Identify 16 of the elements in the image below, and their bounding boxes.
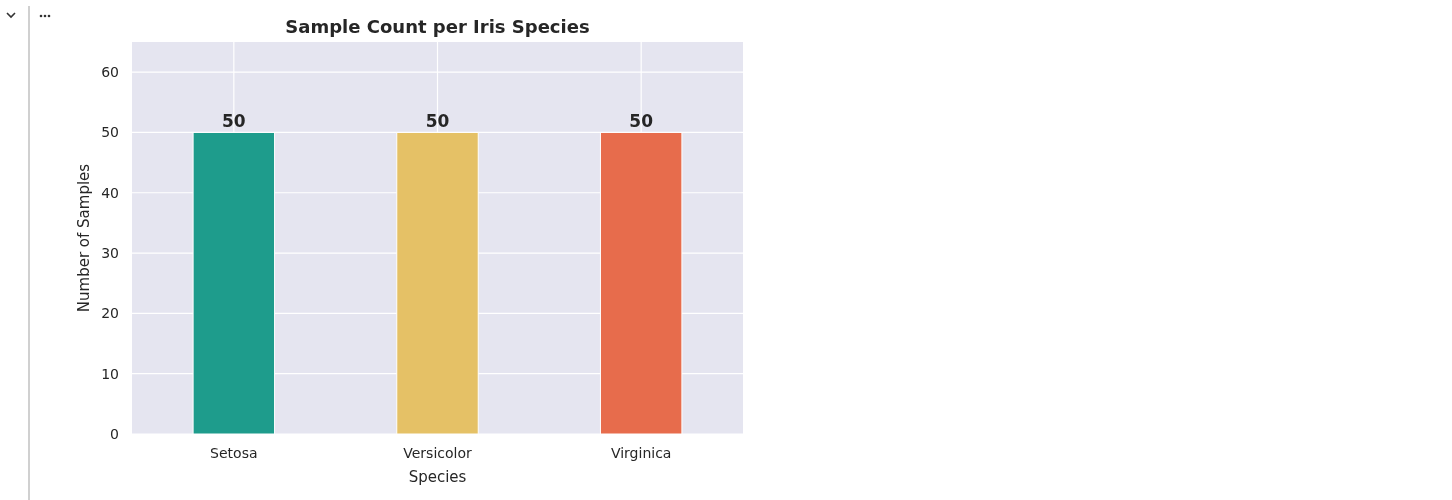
x-axis-title: Species xyxy=(408,468,467,486)
y-axis-title: Number of Samples xyxy=(75,163,93,313)
data-label: 50 xyxy=(222,111,246,132)
x-tick-label: Virginica xyxy=(610,444,672,461)
y-tick-label: 60 xyxy=(101,64,119,81)
y-tick-label: 10 xyxy=(101,365,119,382)
y-tick-label: 30 xyxy=(101,245,119,262)
y-tick-label: 50 xyxy=(101,124,119,141)
y-tick-label: 0 xyxy=(110,425,119,442)
y-tick-label: 20 xyxy=(101,305,119,322)
y-tick-label: 40 xyxy=(101,184,119,201)
x-tick-label: Versicolor xyxy=(403,444,472,461)
data-label: 50 xyxy=(425,111,450,132)
chart-title: Sample Count per Iris Species xyxy=(285,16,590,37)
data-label: 50 xyxy=(629,111,654,132)
x-tick-label: Setosa xyxy=(210,444,258,461)
